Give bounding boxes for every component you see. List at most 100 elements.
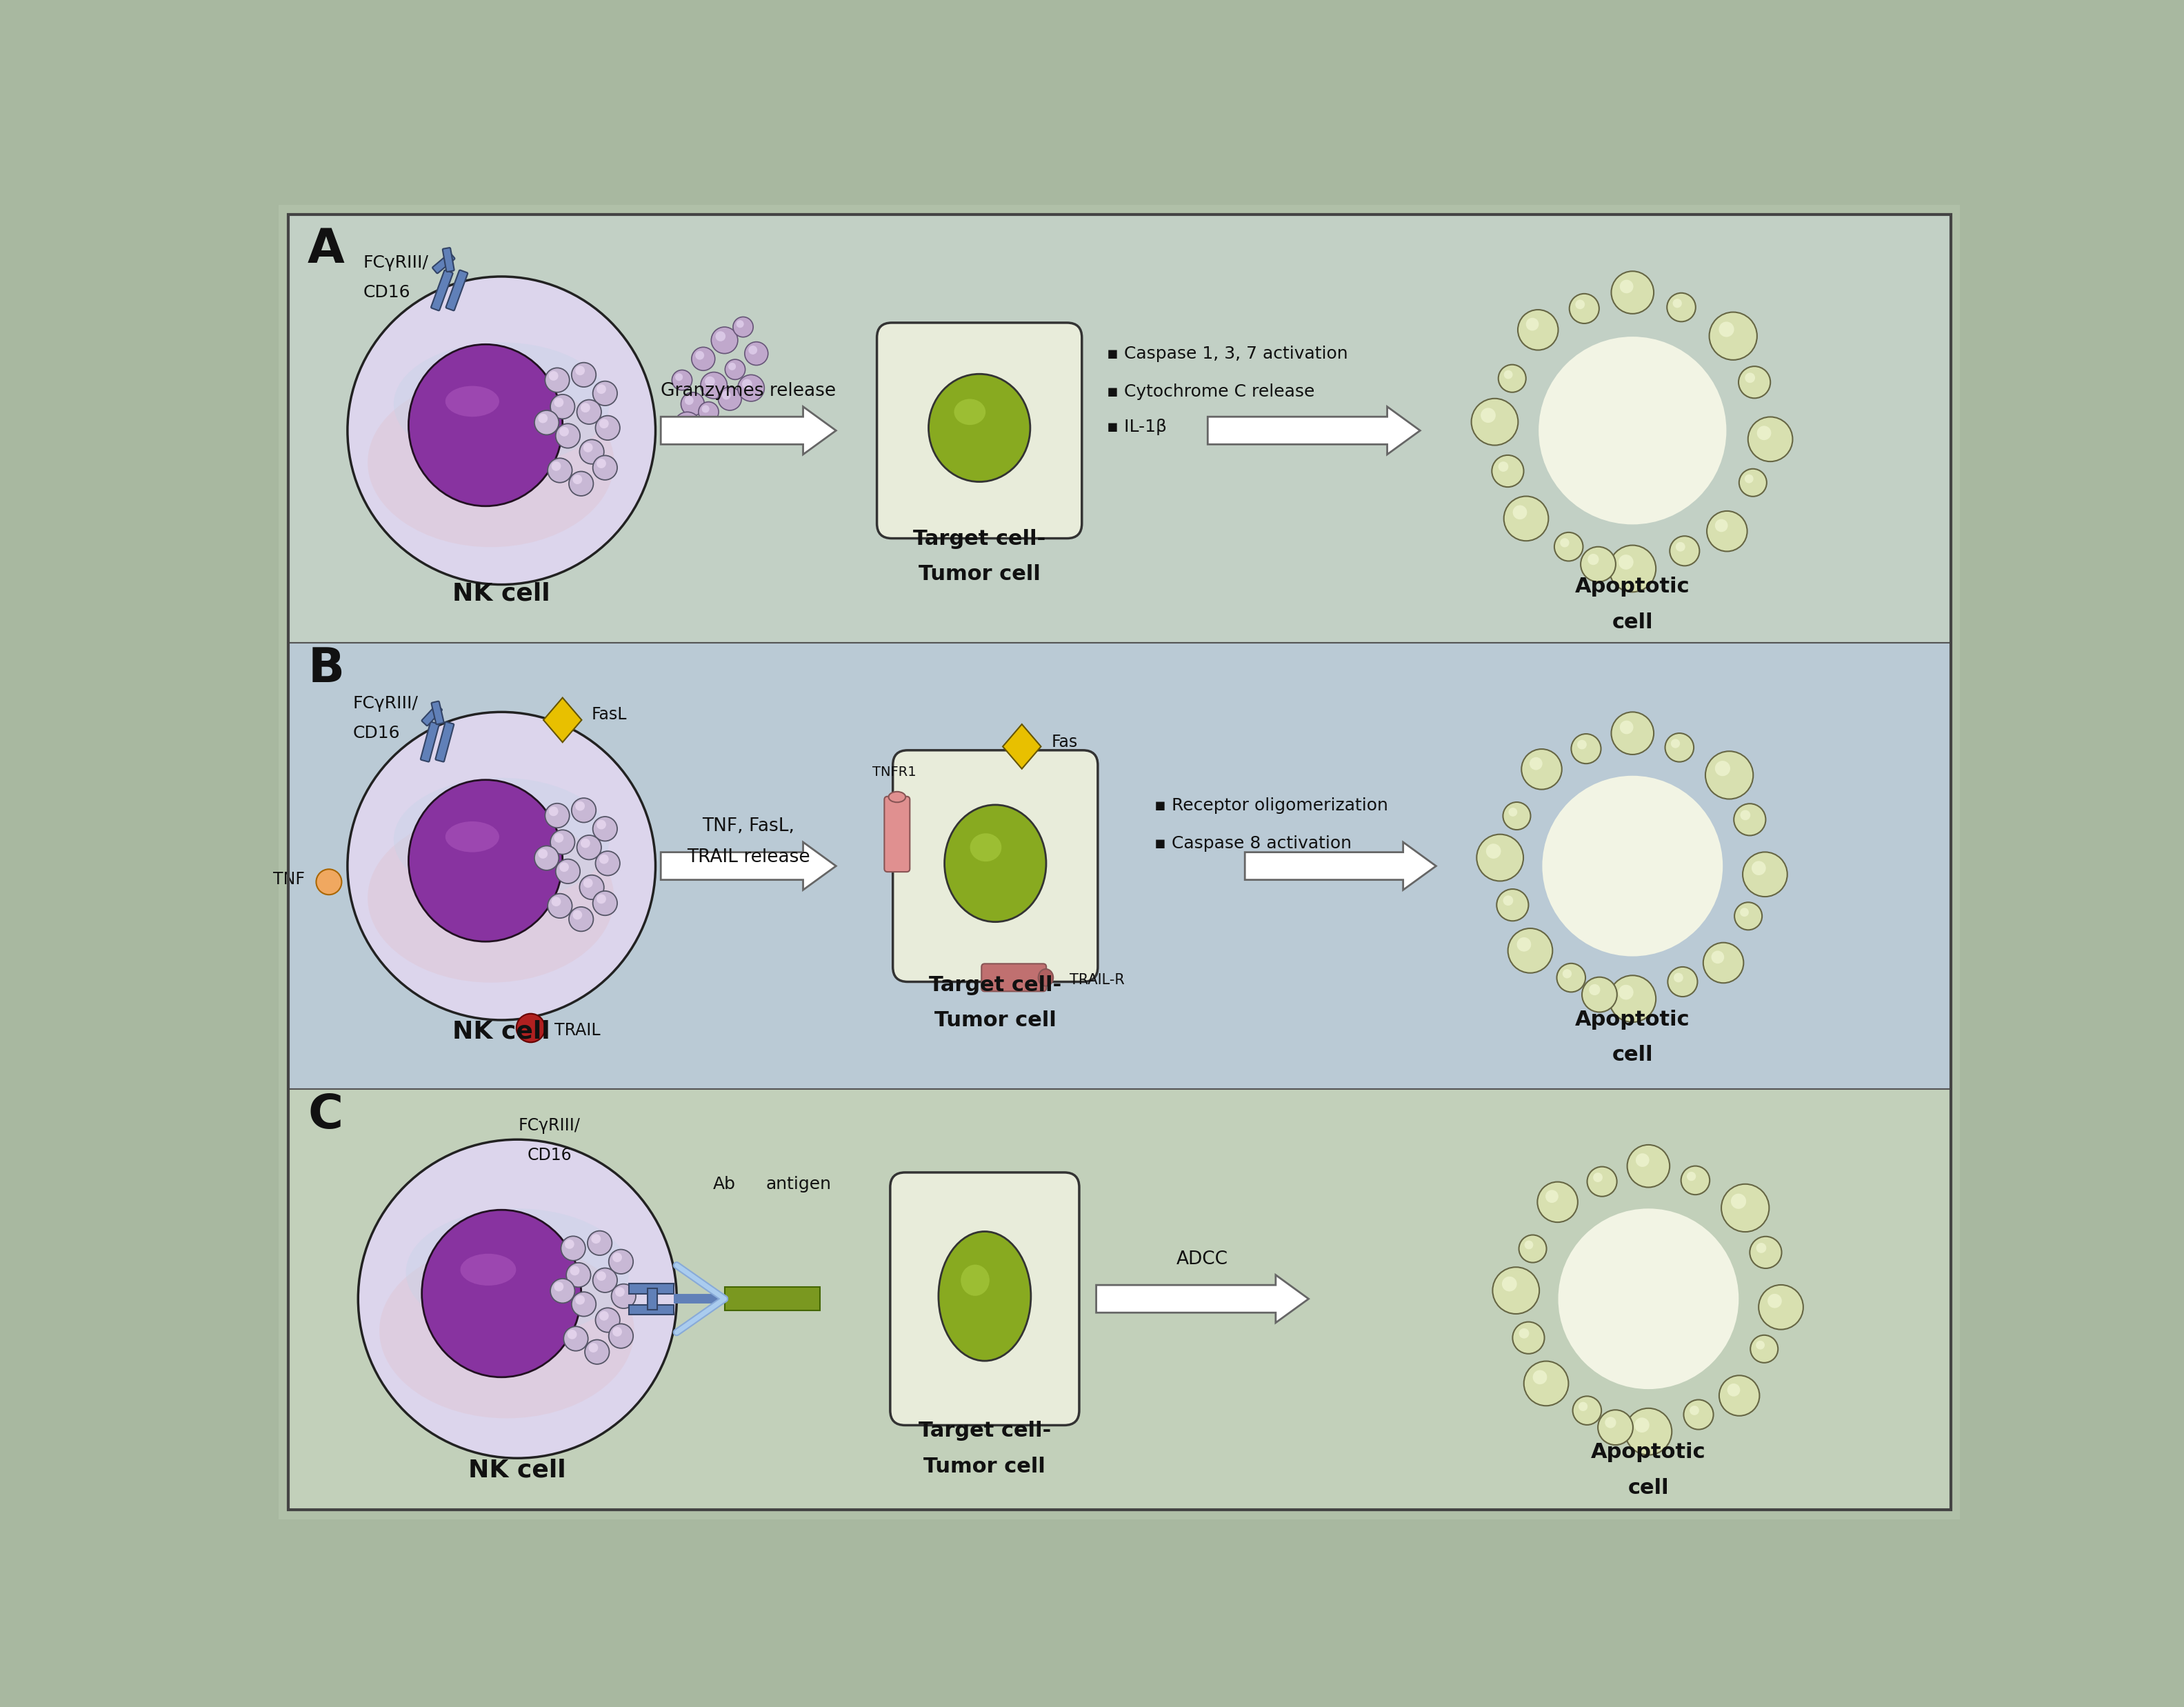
Circle shape [1476,835,1524,881]
Text: TRAIL-R: TRAIL-R [1070,973,1125,987]
Circle shape [1505,497,1548,541]
Text: ADCC: ADCC [1177,1250,1227,1268]
Circle shape [1618,985,1634,1000]
Circle shape [1621,720,1634,734]
Circle shape [596,459,607,468]
Circle shape [1673,299,1682,307]
Text: Tumor cell: Tumor cell [935,1011,1057,1031]
Circle shape [699,401,719,422]
Circle shape [1505,370,1514,379]
FancyArrow shape [1096,1275,1308,1323]
Circle shape [1570,294,1599,323]
Circle shape [1747,417,1793,461]
Circle shape [701,372,727,399]
Circle shape [535,847,559,871]
Circle shape [598,418,609,428]
Circle shape [1758,1285,1804,1330]
Circle shape [1472,398,1518,446]
Circle shape [1481,408,1496,423]
Ellipse shape [446,821,500,852]
Bar [629,1284,675,1294]
Circle shape [572,362,596,387]
Text: CD16: CD16 [526,1147,572,1164]
Ellipse shape [889,792,906,802]
Circle shape [1618,555,1634,570]
Ellipse shape [393,343,609,466]
Ellipse shape [446,386,500,417]
Circle shape [1540,336,1725,524]
Circle shape [1708,510,1747,551]
Circle shape [1555,533,1583,562]
Circle shape [1579,1401,1588,1412]
Circle shape [1732,1193,1747,1209]
Text: cell: cell [1627,1478,1669,1497]
Ellipse shape [367,377,614,548]
Text: Target cell-: Target cell- [919,1420,1051,1441]
Circle shape [1704,942,1743,983]
Text: FCγRIII/: FCγRIII/ [363,254,428,271]
Circle shape [1728,1383,1741,1396]
Circle shape [736,321,745,328]
Circle shape [1625,1408,1671,1454]
Circle shape [1572,1396,1601,1425]
Text: TRAIL release: TRAIL release [686,848,810,865]
Circle shape [738,376,764,401]
Circle shape [1575,300,1586,309]
Circle shape [734,318,753,336]
Circle shape [1669,966,1697,997]
Ellipse shape [954,399,985,425]
Circle shape [1738,367,1771,398]
Circle shape [1518,1234,1546,1263]
Circle shape [1507,929,1553,973]
Circle shape [1514,505,1527,519]
Circle shape [548,806,559,816]
Circle shape [1749,1335,1778,1362]
Circle shape [686,396,695,405]
Text: Tumor cell: Tumor cell [919,565,1040,584]
Circle shape [555,1282,563,1292]
Circle shape [550,394,574,418]
Circle shape [1522,749,1562,789]
Ellipse shape [408,345,563,505]
Circle shape [1588,1166,1616,1197]
Circle shape [572,910,583,920]
Circle shape [609,1325,633,1349]
Circle shape [596,1272,607,1280]
Circle shape [1719,321,1734,336]
Circle shape [555,859,581,884]
Circle shape [675,374,684,381]
Text: ▪ IL-1β: ▪ IL-1β [1107,418,1166,435]
Circle shape [1546,1190,1559,1203]
Circle shape [581,403,590,413]
Ellipse shape [393,778,609,901]
Circle shape [1714,761,1730,777]
Ellipse shape [406,1209,629,1337]
Circle shape [675,411,701,439]
Circle shape [745,341,769,365]
Circle shape [598,1311,609,1321]
Circle shape [749,345,758,355]
Bar [646,1289,657,1309]
FancyArrow shape [1208,406,1420,454]
Circle shape [1627,1145,1671,1188]
Circle shape [1756,425,1771,440]
Circle shape [1581,546,1616,582]
Circle shape [1485,843,1500,859]
Text: NK cell: NK cell [452,582,550,606]
Text: Apoptotic: Apoptotic [1575,577,1690,597]
Text: NK cell: NK cell [470,1458,566,1482]
Circle shape [548,370,559,381]
Text: A: A [308,225,345,273]
Circle shape [710,423,729,444]
Ellipse shape [961,1265,989,1296]
Circle shape [550,830,574,854]
Circle shape [1503,1277,1518,1292]
Circle shape [1712,951,1723,964]
Circle shape [587,1231,612,1255]
Circle shape [596,894,607,903]
Text: Apoptotic: Apoptotic [1575,1009,1690,1029]
Circle shape [550,896,561,906]
Text: NK cell: NK cell [452,1021,550,1043]
Circle shape [347,712,655,1021]
Circle shape [692,347,714,370]
